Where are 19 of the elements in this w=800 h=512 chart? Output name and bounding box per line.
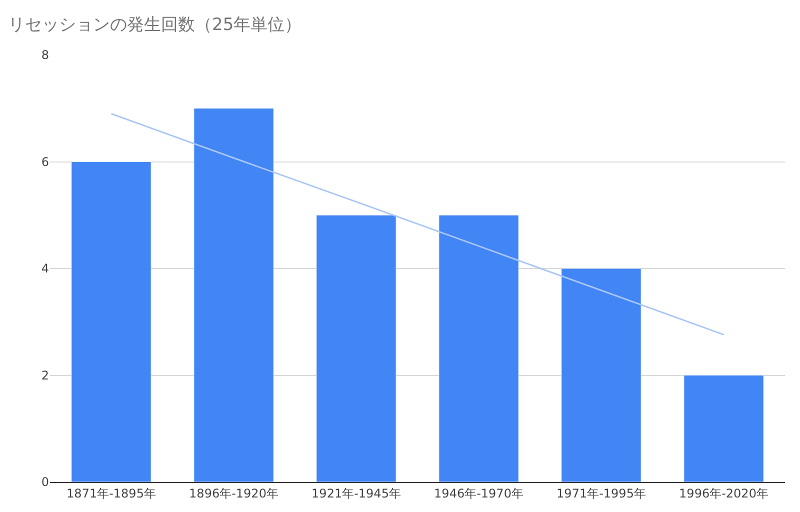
y-tick-label: 2 — [41, 368, 49, 382]
line-series — [110, 112, 724, 336]
bar — [561, 268, 642, 482]
y-tick-label: 8 — [41, 48, 49, 62]
bar — [316, 214, 396, 482]
chart-title: リセッションの発生回数（25年単位） — [8, 14, 302, 35]
x-tick-label: 1871年-1895年 — [66, 486, 156, 500]
y-tick-label: 4 — [41, 262, 49, 276]
y-tick-label: 0 — [41, 475, 49, 490]
x-tick-label: 1971年-1995年 — [556, 486, 646, 500]
x-tick-label: 1996年-2020年 — [679, 486, 768, 500]
bar — [438, 214, 519, 482]
bar — [71, 162, 152, 482]
x-tick-label: 1946年-1970年 — [434, 486, 524, 500]
x-tick-label: 1921年-1945年 — [312, 486, 401, 500]
bar — [684, 375, 764, 482]
y-tick-label: 6 — [41, 154, 49, 169]
x-tick-label: 1896年-1920年 — [189, 486, 278, 500]
bar — [194, 108, 274, 482]
